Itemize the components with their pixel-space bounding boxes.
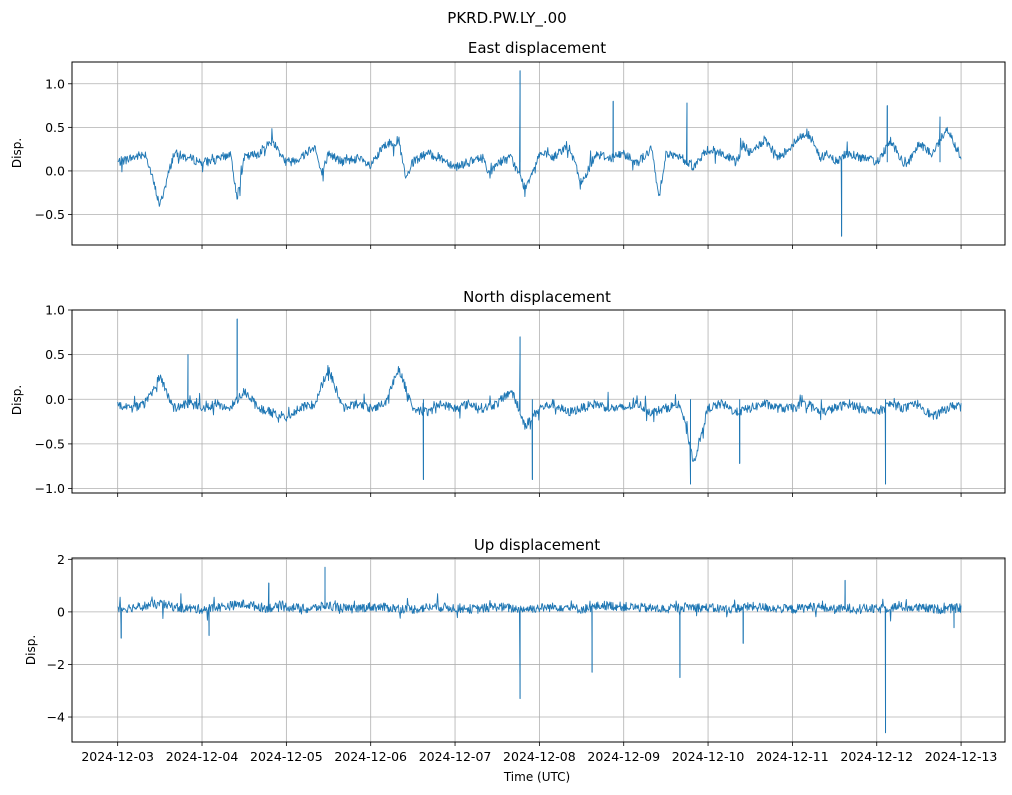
x-tick-label: 2024-12-09 [587,749,660,764]
x-tick-label: 2024-12-07 [419,749,492,764]
panel-up-plot: 2024-12-03 2024-12-04 2024-12-05 2024-12-06… [47,552,1006,764]
x-tick-label: 2024-12-06 [334,749,407,764]
panel-north-ylabel: Disp. [10,385,24,415]
y-tick-label: −4 [47,710,65,725]
series-line [117,566,962,734]
x-tick-label: 2024-12-12 [840,749,913,764]
y-tick-label: −2 [47,657,65,672]
axes-frame [71,61,1006,246]
panel-up-title: Up displacement [474,536,600,554]
axes-frame [71,557,1006,743]
y-tick-label: −0.5 [35,207,65,222]
x-tick-label: 2024-12-08 [503,749,576,764]
x-tick-label: 2024-12-13 [925,749,998,764]
figure-suptitle: PKRD.PW.LY_.00 [447,9,566,28]
y-tick-label: 0.0 [45,392,65,407]
y-tick-label: 1.0 [45,303,65,318]
axes-frame [71,309,1006,494]
x-tick-label: 2024-12-11 [756,749,829,764]
y-tick-label: 0.5 [45,120,65,135]
x-tick-label: 2024-12-04 [166,749,239,764]
y-tick-label: 2 [57,552,65,567]
series-line [117,318,962,485]
panel-up: Up displacement Disp. 2024-12-03 2024-12-… [24,536,1006,764]
y-tick-label: 0.5 [45,347,65,362]
x-tick-label: 2024-12-03 [81,749,154,764]
series-line [117,70,962,237]
y-tick-label: −0.5 [35,436,65,451]
x-axis-label: Time (UTC) [503,770,570,784]
x-tick-label: 2024-12-10 [672,749,745,764]
y-tick-label: −1.0 [35,481,65,496]
y-tick-label: 0 [57,604,65,619]
panel-east: East displacement Disp. −0.5 0.0 0.5 1.0 [10,39,1006,249]
panel-east-title: East displacement [468,39,606,57]
y-tick-label: 1.0 [45,76,65,91]
panel-east-plot: −0.5 0.0 0.5 1.0 [35,61,1006,249]
panel-east-ylabel: Disp. [10,138,24,168]
y-tick-label: 0.0 [45,163,65,178]
panel-north-plot: −1.0 −0.5 0.0 0.5 1.0 [35,303,1006,497]
panel-north-title: North displacement [463,288,611,306]
x-tick-label: 2024-12-05 [250,749,323,764]
panel-up-ylabel: Disp. [24,635,38,665]
panel-north: North displacement Disp. −1.0 −0.5 0.0 0.5 1… [10,288,1006,497]
